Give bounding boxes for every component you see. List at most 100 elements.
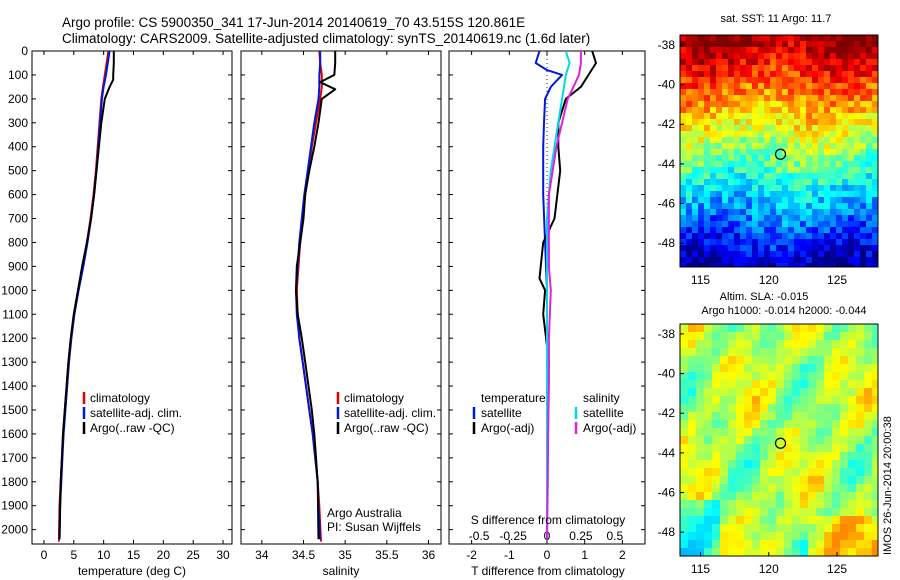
map-cell <box>680 149 687 156</box>
map-cell <box>842 245 849 252</box>
map-cell <box>848 77 855 84</box>
map-cell <box>716 41 723 48</box>
map-cell <box>770 119 777 126</box>
map-cell <box>752 516 761 525</box>
map-cell <box>728 396 737 405</box>
map-cell <box>864 548 873 557</box>
map-cell <box>800 65 807 72</box>
map-cell <box>788 89 795 96</box>
y-tick-label: 700 <box>8 212 28 226</box>
map-cell <box>752 233 759 240</box>
map-cell <box>866 107 873 114</box>
map-cell <box>866 251 873 258</box>
map-cell <box>818 215 825 222</box>
map-cell <box>794 245 801 252</box>
map-cell <box>842 95 849 102</box>
map-cell <box>824 203 831 210</box>
map-cell <box>704 356 713 365</box>
map-cell <box>860 71 867 78</box>
map-cell <box>848 41 855 48</box>
map-cell <box>734 209 741 216</box>
map-cell <box>818 227 825 234</box>
map-cell <box>776 77 783 84</box>
map-cell <box>866 83 873 90</box>
map-cell <box>830 47 837 54</box>
map-cell <box>824 476 833 485</box>
map-cell <box>872 173 879 180</box>
map-cell <box>830 197 837 204</box>
map-cell <box>722 143 729 150</box>
map-cell <box>836 173 843 180</box>
map-cell <box>866 41 873 48</box>
y-tick-label: 1600 <box>1 427 28 441</box>
map-cell <box>848 125 855 132</box>
map-cell <box>788 41 795 48</box>
map-cell <box>864 532 873 541</box>
map-cell <box>686 191 693 198</box>
map-cell <box>686 239 693 246</box>
map-cell <box>740 47 747 54</box>
map-cell <box>722 107 729 114</box>
map-cell <box>784 380 793 389</box>
map-cell <box>686 41 693 48</box>
map-cell <box>806 131 813 138</box>
map-cell <box>744 468 753 477</box>
map-cell <box>740 41 747 48</box>
map-cell <box>768 428 777 437</box>
map-cell <box>776 516 785 525</box>
map-cell <box>788 167 795 174</box>
y-tick-label: 1400 <box>1 379 28 393</box>
map-cell <box>760 396 769 405</box>
map-cell <box>824 444 833 453</box>
map-cell <box>710 125 717 132</box>
map-cell <box>740 137 747 144</box>
map-cell <box>860 203 867 210</box>
map-cell <box>760 508 769 517</box>
map-cell <box>800 340 809 349</box>
map-cell <box>752 131 759 138</box>
map-cell <box>792 356 801 365</box>
map-cell <box>746 161 753 168</box>
map-cell <box>710 137 717 144</box>
map-cell <box>770 227 777 234</box>
map-cell <box>736 356 745 365</box>
map-cell <box>784 428 793 437</box>
map-cell <box>840 332 849 341</box>
map-cell <box>800 185 807 192</box>
map-cell <box>864 492 873 501</box>
map-cell <box>872 500 879 509</box>
map-cell <box>720 364 729 373</box>
map-cell <box>816 324 825 333</box>
map-cell <box>824 436 833 445</box>
map-cell <box>806 77 813 84</box>
map-cell <box>734 185 741 192</box>
map-cell <box>680 251 687 258</box>
map-cell <box>722 191 729 198</box>
map-cell <box>800 257 807 264</box>
map-cell <box>686 107 693 114</box>
map-cell <box>740 185 747 192</box>
map-cell <box>816 436 825 445</box>
map-cell <box>770 161 777 168</box>
map-cell <box>698 155 705 162</box>
map-cell <box>836 191 843 198</box>
map-cell <box>764 161 771 168</box>
map-cell <box>812 89 819 96</box>
map-cell <box>856 540 865 549</box>
map-cell <box>704 516 713 525</box>
map-cell <box>782 143 789 150</box>
map-cell <box>752 324 761 333</box>
map-cell <box>864 540 873 549</box>
map-cell <box>768 548 777 557</box>
map-cell <box>866 203 873 210</box>
map-cell <box>860 221 867 228</box>
map-cell <box>800 444 809 453</box>
map-cell <box>692 227 699 234</box>
map-cell <box>848 107 855 114</box>
map-cell <box>818 257 825 264</box>
map-cell <box>704 119 711 126</box>
map-cell <box>866 155 873 162</box>
map-cell <box>696 532 705 541</box>
map-cell <box>752 332 761 341</box>
map-cell <box>734 155 741 162</box>
